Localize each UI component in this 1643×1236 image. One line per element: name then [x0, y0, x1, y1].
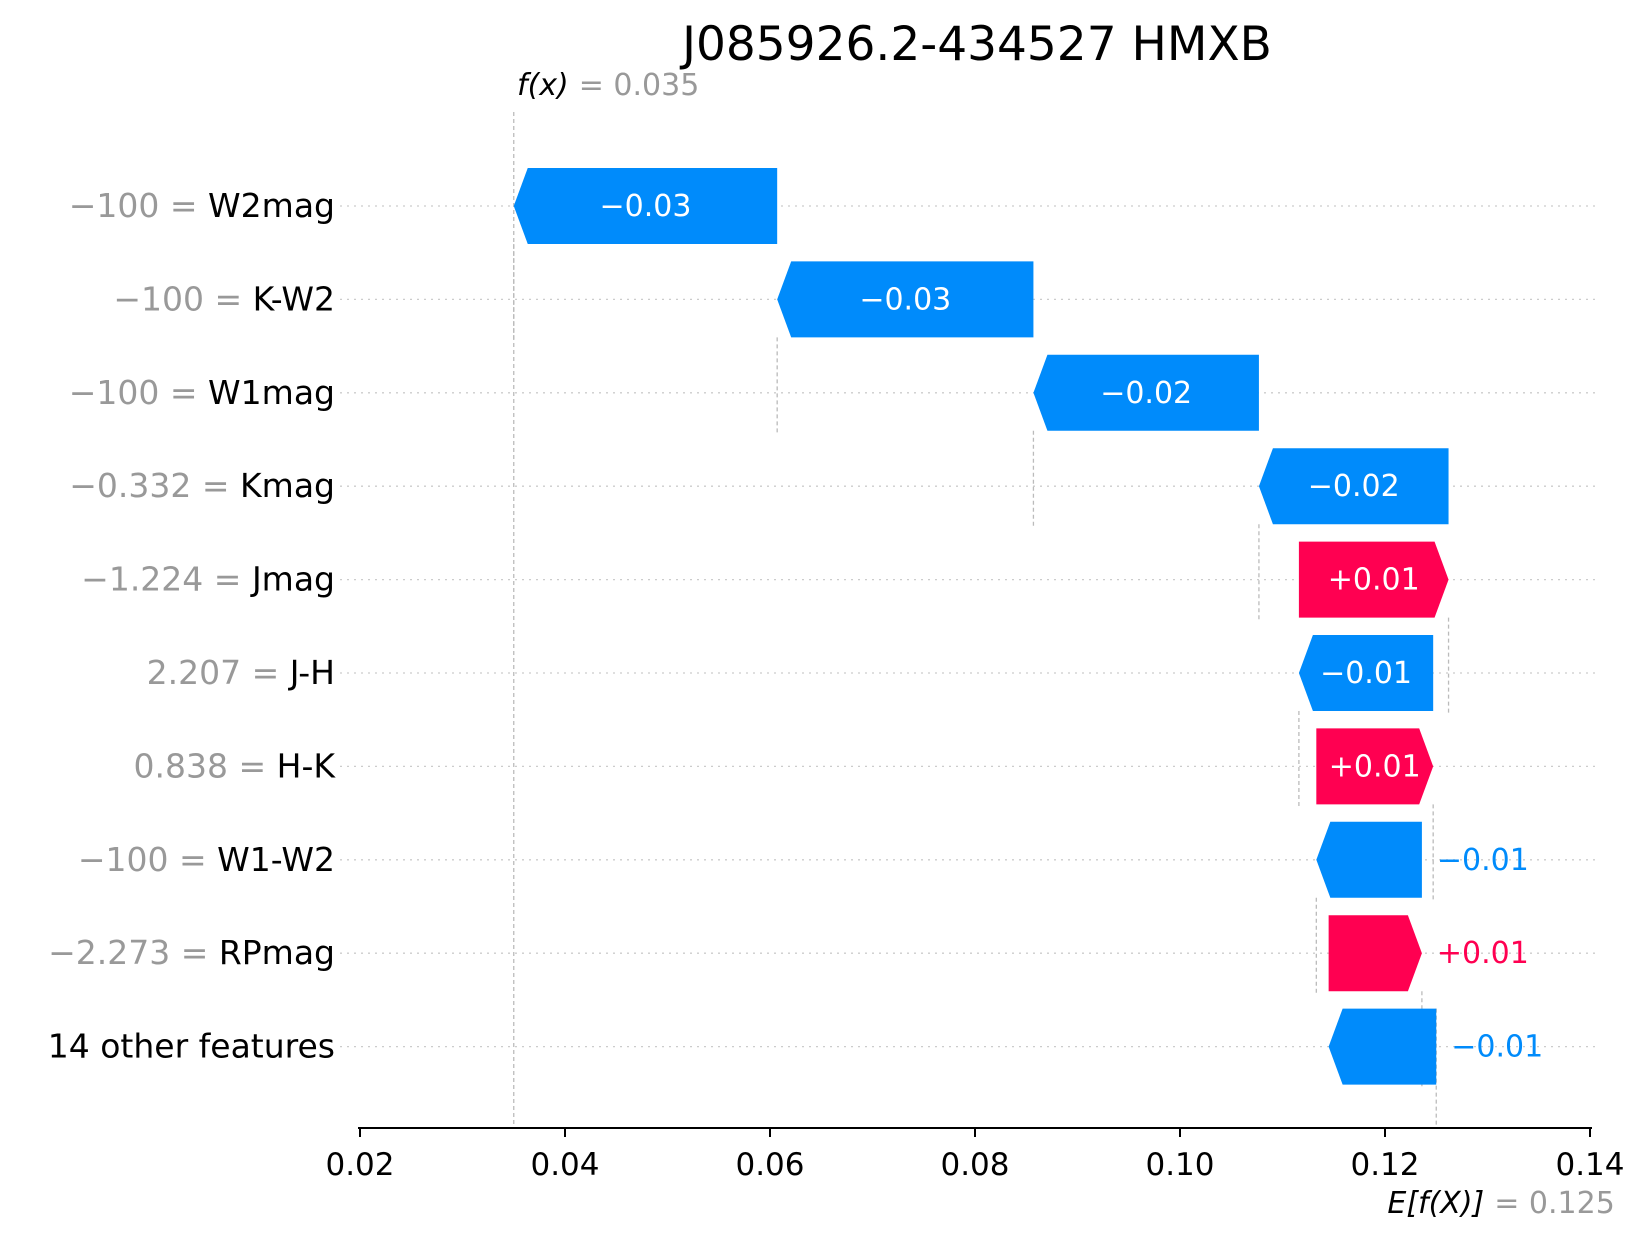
feature-name: Kmag	[240, 466, 335, 505]
x-tick-label: 0.08	[940, 1147, 1009, 1183]
ex-label: E[f(X)]	[1387, 1186, 1484, 1221]
bar-value-label: +0.01	[1437, 936, 1529, 971]
bar-kmag	[1258, 448, 1449, 525]
bar-j-h	[1298, 635, 1434, 711]
ex-value: = 0.125	[1494, 1186, 1615, 1221]
x-tick-label: 0.12	[1350, 1147, 1419, 1183]
feature-value: −1.224 =	[81, 560, 252, 599]
feature-value: −0.332 =	[69, 466, 240, 505]
x-tick-label: 0.02	[325, 1147, 394, 1183]
bar-value-label: −0.01	[1451, 1030, 1543, 1065]
bar-14-other-features	[1328, 1008, 1437, 1085]
bar-k-w2	[777, 261, 1034, 338]
feature-name: Jmag	[250, 560, 335, 599]
bar-value-label: −0.02	[1100, 376, 1192, 411]
bar-w1-w2	[1316, 821, 1422, 898]
feature-name: W1mag	[208, 373, 335, 412]
feature-label: 2.207 = J-H	[147, 653, 335, 692]
bar-value-label: −0.01	[1320, 656, 1412, 691]
bar-value-label: −0.03	[859, 282, 951, 317]
feature-value: 2.207 =	[147, 653, 290, 692]
x-tick-label: 0.06	[735, 1147, 804, 1183]
bar-value-label: +0.01	[1329, 749, 1421, 784]
chart-title: J085926.2-434527 HMXB	[679, 17, 1272, 72]
fx-label: f(x)	[517, 68, 569, 103]
feature-label: −100 = W1mag	[69, 373, 335, 412]
feature-name: W1-W2	[217, 840, 335, 879]
fx-value: = 0.035	[579, 68, 700, 103]
bar-value-label: −0.01	[1437, 843, 1529, 878]
bar-rpmag	[1328, 915, 1422, 992]
x-tick-label: 0.14	[1555, 1147, 1624, 1183]
bar-w2mag	[513, 168, 778, 244]
bar-labels: −0.03 −0.03 −0.02 −0.02 +0.01 −0.01 +0.01 −0.01…	[599, 189, 1543, 1065]
feature-value: −100 =	[113, 279, 252, 318]
feature-name: 14 other features	[48, 1027, 335, 1066]
feature-value: 0.838 =	[134, 746, 277, 785]
feature-label: −2.273 = RPmag	[48, 933, 335, 972]
feature-label: −1.224 = Jmag	[81, 560, 335, 599]
feature-label: −100 = K-W2	[113, 279, 335, 318]
feature-name: H-K	[277, 746, 337, 785]
x-tick-label: 0.10	[1145, 1147, 1214, 1183]
feature-value: −100 =	[78, 840, 217, 879]
feature-value: −2.273 =	[48, 933, 219, 972]
x-axis: 0.02 0.04 0.06 0.08 0.10 0.12 0.14	[325, 1127, 1625, 1183]
feature-label: −100 = W2mag	[69, 186, 335, 225]
feature-name: RPmag	[219, 933, 335, 972]
bar-h-k	[1316, 728, 1434, 805]
feature-value: −100 =	[69, 373, 208, 412]
bar-w1mag	[1033, 354, 1259, 431]
feature-name: W2mag	[208, 186, 335, 225]
feature-labels: −100 = W2mag−100 = K-W2−100 = W1mag−0.33…	[48, 186, 337, 1066]
feature-value: −100 =	[69, 186, 208, 225]
feature-label: −0.332 = Kmag	[69, 466, 335, 505]
output-value-label: f(x) = 0.035	[517, 68, 699, 103]
bar-value-label: −0.02	[1308, 469, 1400, 504]
feature-label: 0.838 = H-K	[134, 746, 337, 785]
x-tick-label: 0.04	[530, 1147, 599, 1183]
feature-label: −100 = W1-W2	[78, 840, 335, 879]
feature-name: J-H	[288, 653, 335, 692]
bar-value-label: −0.03	[599, 189, 691, 224]
bar-value-label: +0.01	[1328, 563, 1420, 598]
bars	[513, 168, 1449, 1085]
feature-label: 14 other features	[48, 1027, 335, 1066]
bar-jmag	[1298, 541, 1449, 618]
feature-name: K-W2	[253, 279, 335, 318]
base-value-label: E[f(X)] = 0.125	[1387, 1186, 1614, 1221]
